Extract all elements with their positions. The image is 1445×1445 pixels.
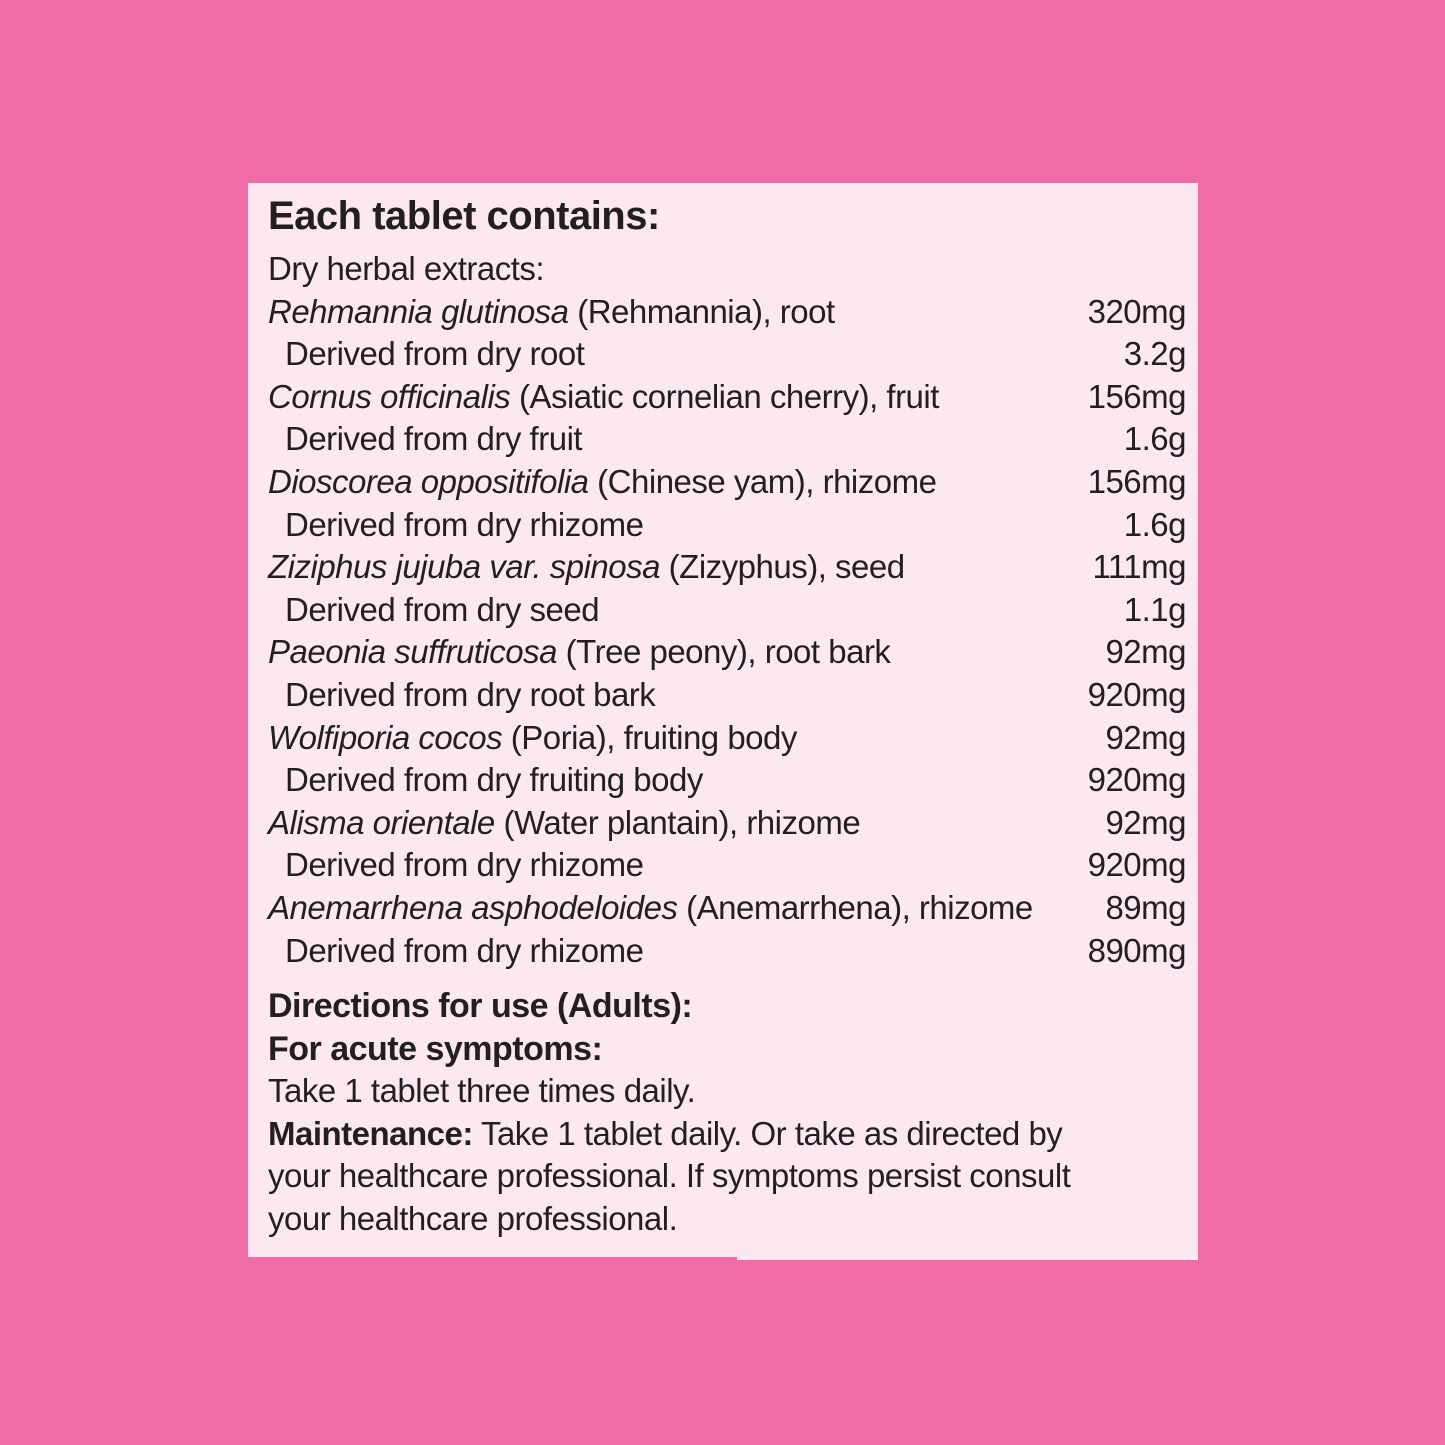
derived-amount: 890mg [1087, 931, 1187, 969]
derived-amount: 1.6g [1123, 505, 1187, 543]
ingredient-name: Cornus officinalis (Asiatic cornelian ch… [268, 376, 939, 419]
derived-amount: 1.6g [1123, 420, 1187, 458]
ingredient-amount: 92mg [1105, 718, 1186, 756]
ingredient-latin-name: Paeonia suffruticosa [268, 633, 558, 671]
ingredient-row: Anemarrhena asphodeloides (Anemarrhena),… [268, 887, 1186, 930]
ingredient-name: Rehmannia glutinosa (Rehmannia), root [268, 291, 835, 334]
derived-row: Derived from dry rhizome 890mg [268, 930, 1187, 973]
ingredient-name: Wolfiporia cocos (Poria), fruiting body [268, 717, 797, 760]
label-panel: Each tablet contains: Dry herbal extract… [248, 183, 1198, 1257]
ingredient-latin-name: Cornus officinalis [268, 377, 511, 415]
ingredient-common-name: (Chinese yam), rhizome [588, 462, 937, 500]
derived-label: Derived from dry seed [285, 590, 600, 628]
derived-row: Derived from dry fruiting body 920mg [268, 759, 1187, 802]
derived-amount: 920mg [1087, 675, 1187, 713]
ingredient-amount: 89mg [1105, 888, 1186, 926]
derived-label: Derived from dry root bark [285, 675, 656, 713]
ingredient-amount: 156mg [1087, 462, 1187, 500]
ingredient-amount: 92mg [1105, 633, 1186, 671]
ingredient-row: Ziziphus jujuba var. spinosa (Zizyphus),… [268, 546, 1186, 589]
ingredient-latin-name: Dioscorea oppositifolia [268, 462, 589, 500]
ingredient-name: Dioscorea oppositifolia (Chinese yam), r… [268, 461, 937, 504]
derived-amount: 3.2g [1123, 335, 1187, 373]
ingredient-row: Cornus officinalis (Asiatic cornelian ch… [268, 376, 1187, 419]
derived-row: Derived from dry root 3.2g [268, 333, 1187, 376]
derived-label: Derived from dry fruit [285, 420, 583, 458]
maintenance-text-1: Take 1 tablet daily. Or take as directed… [472, 1114, 1063, 1152]
maintenance-line-3: your healthcare professional. [268, 1200, 678, 1238]
ingredient-amount: 92mg [1105, 803, 1186, 841]
ingredient-latin-name: Ziziphus jujuba var. spinosa [268, 548, 661, 586]
ingredient-common-name: (Poria), fruiting body [502, 718, 798, 756]
acute-symptoms-heading: For acute symptoms: [268, 1029, 603, 1068]
directions-heading: Directions for use (Adults): [268, 987, 693, 1026]
derived-row: Derived from dry root bark 920mg [268, 674, 1187, 717]
maintenance-line-2: your healthcare professional. If symptom… [268, 1157, 1071, 1195]
panel-heading: Each tablet contains: [268, 194, 660, 238]
ingredient-name: Paeonia suffruticosa (Tree peony), root … [268, 631, 891, 674]
derived-label: Derived from dry fruiting body [285, 761, 703, 799]
ingredient-latin-name: Wolfiporia cocos [268, 718, 503, 756]
ingredient-common-name: (Tree peony), root bark [557, 633, 891, 671]
derived-label: Derived from dry rhizome [285, 846, 644, 884]
maintenance-label: Maintenance: [268, 1114, 473, 1152]
ingredient-latin-name: Anemarrhena asphodeloides [268, 888, 678, 926]
derived-amount: 920mg [1087, 846, 1187, 884]
ingredient-row: Wolfiporia cocos (Poria), fruiting body … [268, 717, 1186, 760]
derived-row: Derived from dry seed 1.1g [268, 589, 1187, 632]
acute-symptoms-text: Take 1 tablet three times daily. [268, 1072, 696, 1110]
maintenance-line-1: Maintenance: Take 1 tablet daily. Or tak… [268, 1113, 1186, 1156]
ingredient-name: Alisma orientale (Water plantain), rhizo… [268, 802, 861, 845]
ingredient-common-name: (Zizyphus), seed [660, 548, 905, 586]
ingredient-common-name: (Water plantain), rhizome [494, 803, 861, 841]
ingredient-amount: 320mg [1087, 292, 1187, 330]
directions-section: Directions for use (Adults): For acute s… [268, 985, 1186, 1241]
derived-amount: 1.1g [1123, 590, 1187, 628]
ingredient-common-name: (Rehmannia), root [568, 292, 835, 330]
derived-row: Derived from dry rhizome 1.6g [268, 504, 1187, 547]
ingredient-latin-name: Alisma orientale [268, 803, 495, 841]
derived-label: Derived from dry rhizome [285, 931, 644, 969]
ingredient-amount: 111mg [1092, 548, 1186, 586]
ingredient-row: Rehmannia glutinosa (Rehmannia), root 32… [268, 291, 1187, 334]
derived-row: Derived from dry rhizome 920mg [268, 844, 1187, 887]
derived-label: Derived from dry root [285, 335, 585, 373]
ingredient-row: Paeonia suffruticosa (Tree peony), root … [268, 631, 1186, 674]
derived-label: Derived from dry rhizome [285, 505, 644, 543]
ingredient-amount: 156mg [1087, 377, 1187, 415]
derived-amount: 920mg [1087, 761, 1187, 799]
subheading-dry-herbal-extracts: Dry herbal extracts: [268, 250, 545, 287]
derived-row: Derived from dry fruit 1.6g [268, 418, 1187, 461]
ingredient-latin-name: Rehmannia glutinosa [268, 292, 569, 330]
ingredients-list: Rehmannia glutinosa (Rehmannia), root 32… [268, 291, 1187, 973]
ingredient-name: Ziziphus jujuba var. spinosa (Zizyphus),… [268, 546, 905, 589]
ingredient-common-name: (Asiatic cornelian cherry), fruit [510, 377, 939, 415]
ingredient-row: Dioscorea oppositifolia (Chinese yam), r… [268, 461, 1187, 504]
ingredient-common-name: (Anemarrhena), rhizome [677, 888, 1033, 926]
panel-bottom-step [737, 1257, 1198, 1260]
ingredient-row: Alisma orientale (Water plantain), rhizo… [268, 802, 1186, 845]
ingredient-name: Anemarrhena asphodeloides (Anemarrhena),… [268, 887, 1033, 930]
